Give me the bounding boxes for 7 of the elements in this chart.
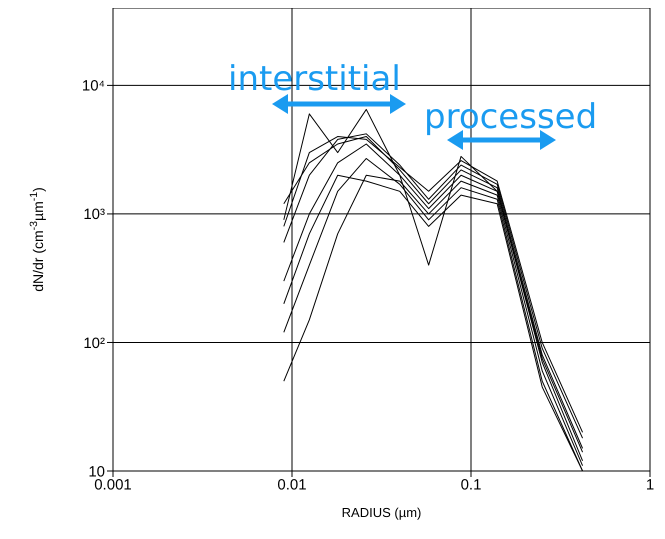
y-tick-label: 10² — [83, 334, 105, 352]
x-tick-label: 1 — [646, 476, 654, 494]
x-tick-label: 0.1 — [460, 476, 482, 494]
x-axis-title: RADIUS (µm) — [342, 505, 422, 520]
y-tick-label: 10³ — [83, 206, 105, 224]
x-tick-label: 0.01 — [277, 476, 307, 494]
y-tick-label: 10⁴ — [82, 78, 105, 95]
